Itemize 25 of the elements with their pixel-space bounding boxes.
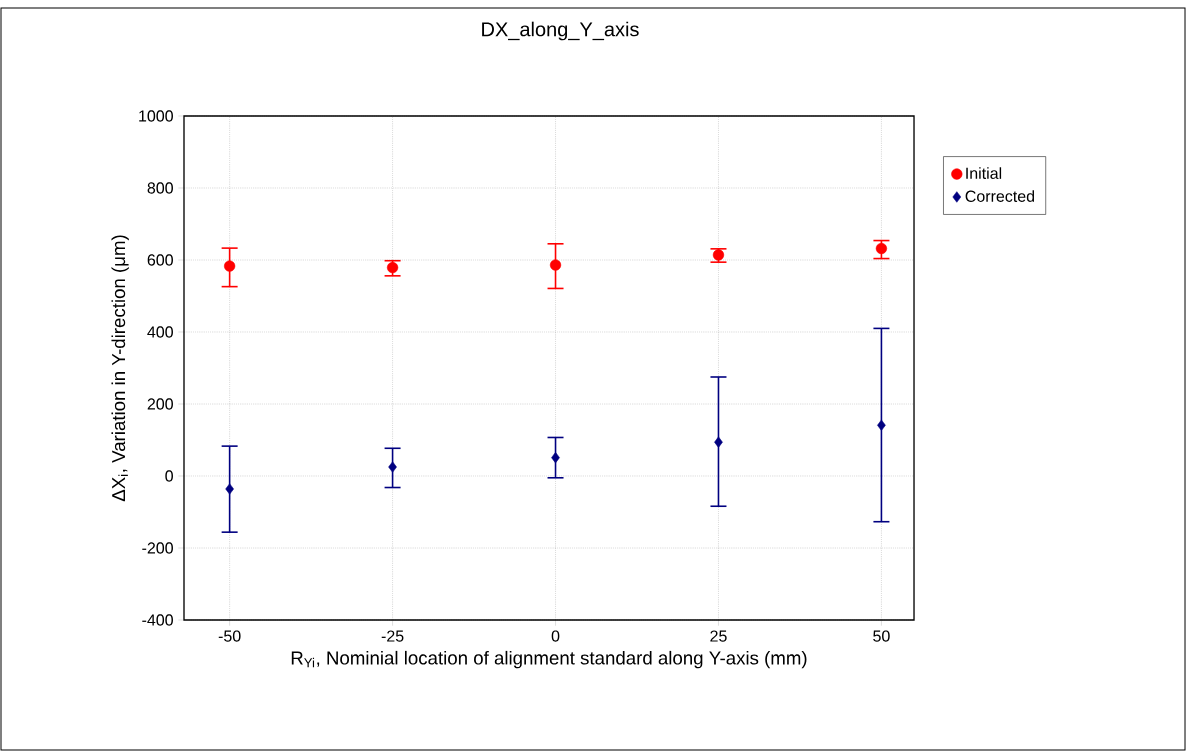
chart-title: DX_along_Y_axis [482, 21, 639, 41]
y-tick-label: 0 [165, 470, 173, 482]
y-tick-label: 400 [147, 326, 173, 338]
y-tick-label: 800 [147, 182, 173, 194]
x-axis-title: R$_{Yi}$, Nominial location of alignment standard along Y-axis (mm) [291, 650, 807, 669]
legend-label: Initial [966, 167, 1002, 179]
x-tick-label: 25 [710, 630, 727, 642]
y-tick-label: 600 [147, 254, 173, 266]
x-tick-label: 0 [551, 630, 560, 642]
point [225, 483, 234, 495]
y-tick-label: -200 [142, 542, 173, 554]
point [224, 260, 236, 272]
point [388, 461, 397, 473]
point [551, 452, 560, 464]
legend-label: Corrected [965, 190, 1035, 202]
x-tick-label: -50 [218, 630, 241, 642]
y-tick-label: 200 [147, 398, 173, 410]
point [714, 436, 723, 448]
x-tick-label: -25 [381, 630, 404, 642]
y-tick-label: 1000 [139, 110, 173, 122]
y-tick-label: -400 [142, 614, 173, 626]
point [877, 419, 886, 431]
x-tick-label: 50 [873, 630, 890, 642]
point [549, 259, 562, 271]
y-axis-title: ΔX$_{i}$, Variation in Y-direction (μm) [111, 235, 129, 502]
